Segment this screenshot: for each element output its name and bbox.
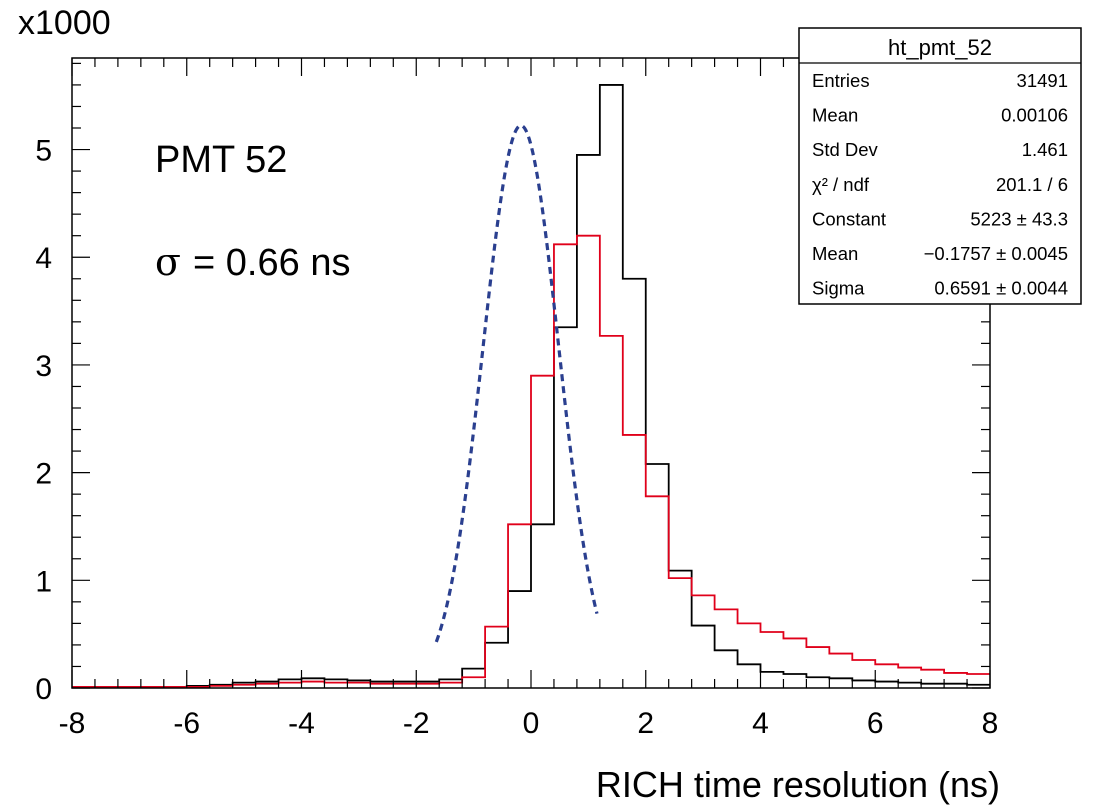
x-axis-title: RICH time resolution (ns)	[596, 764, 1000, 805]
y-tick-label: 0	[35, 673, 52, 706]
pmt-label: PMT 52	[155, 139, 287, 181]
gaussian-fit-curve	[434, 123, 599, 643]
stats-row-value: 0.6591 ± 0.0044	[934, 278, 1068, 299]
axis-layer: -8 -6 -4 -2 0 2 4 6 8 0 1 2 3 4 5	[35, 58, 998, 740]
x-tick-label: -4	[288, 707, 315, 740]
y-multiplier: x1000	[18, 4, 111, 42]
stats-row-label: Mean	[812, 105, 858, 126]
stats-row-value: 31491	[1017, 70, 1068, 91]
x-tick-label: -8	[59, 707, 86, 740]
stats-row-label: χ² / ndf	[812, 174, 870, 195]
sigma-value: = 0.66 ns	[193, 242, 350, 284]
stats-rows: Entries 31491 Mean 0.00106 Std Dev 1.461 χ² / …	[812, 70, 1068, 299]
stats-row-label: Std Dev	[812, 139, 879, 160]
y-tick-label: 2	[35, 458, 52, 491]
stats-row-value: 201.1 / 6	[996, 174, 1068, 195]
stats-row-label: Constant	[812, 208, 886, 229]
stats-box: ht_pmt_52 Entries 31491 Mean 0.00106 Std Dev…	[798, 27, 1082, 305]
stats-row-label: Sigma	[812, 278, 865, 299]
x-tick-label: -2	[403, 707, 430, 740]
sigma-symbol: σ	[155, 240, 181, 284]
sigma-label: σ = 0.66 ns	[155, 240, 350, 284]
x-tick-label: 2	[637, 707, 654, 740]
stats-row-value: 0.00106	[1001, 105, 1068, 126]
stats-row-value: −0.1757 ± 0.0045	[924, 243, 1068, 264]
y-tick-label: 4	[35, 242, 52, 275]
stats-box-frame	[798, 27, 1082, 305]
y-tick-label: 5	[35, 135, 52, 168]
stats-row-label: Mean	[812, 243, 858, 264]
y-tick-label: 3	[35, 350, 52, 383]
stats-row-value: 1.461	[1022, 139, 1068, 160]
x-tick-label: 4	[752, 707, 769, 740]
stats-row-value: 5223 ± 43.3	[970, 208, 1068, 229]
x-tick-label: 6	[867, 707, 884, 740]
x-tick-label: 8	[982, 707, 999, 740]
histogram-series-2	[72, 234, 990, 688]
x-tick-label: -6	[173, 707, 200, 740]
y-tick-label: 1	[35, 565, 52, 598]
stats-row-label: Entries	[812, 70, 870, 91]
stats-box-title: ht_pmt_52	[888, 35, 992, 60]
x-tick-label: 0	[523, 707, 540, 740]
